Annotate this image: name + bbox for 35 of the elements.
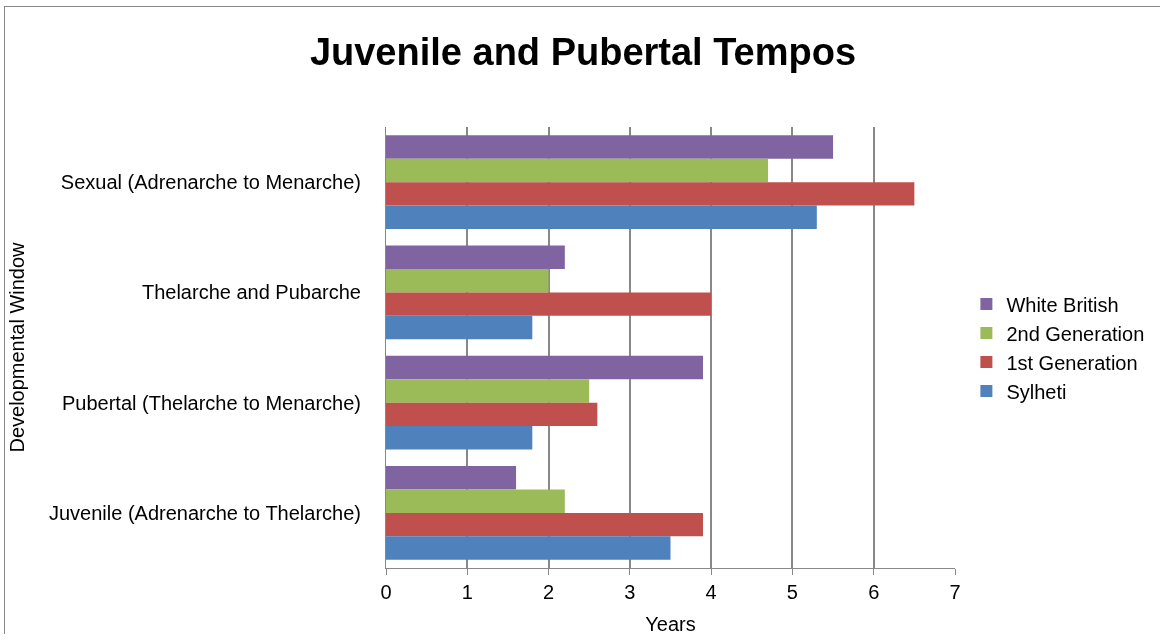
y-tick-label: Thelarche and Pubarche bbox=[141, 281, 361, 304]
x-tick-label: 4 bbox=[705, 581, 717, 603]
bar bbox=[386, 245, 565, 269]
bar bbox=[386, 536, 671, 560]
bar bbox=[386, 205, 817, 229]
y-axis-title: Developmental Window bbox=[6, 241, 29, 453]
y-tick-label: Pubertal (Thelarche to Menarche) bbox=[61, 391, 361, 414]
legend-label: White British bbox=[1006, 293, 1119, 316]
bar bbox=[386, 512, 704, 537]
bar bbox=[386, 355, 704, 380]
x-tick-label: 2 bbox=[543, 581, 555, 603]
bar bbox=[386, 466, 517, 490]
bar bbox=[386, 315, 533, 340]
bar bbox=[386, 489, 565, 513]
x-tick-label: 0 bbox=[380, 581, 392, 603]
bar bbox=[386, 182, 915, 206]
x-tick-label: 5 bbox=[786, 581, 798, 603]
y-tick-label: Juvenile (Adrenarche to Thelarche) bbox=[48, 501, 361, 524]
chart-title: Juvenile and Pubertal Tempos bbox=[309, 31, 857, 73]
bar bbox=[386, 292, 712, 316]
legend-label: 2nd Generation bbox=[1006, 322, 1145, 345]
x-tick-label: 6 bbox=[868, 581, 880, 603]
bar bbox=[386, 402, 598, 427]
legend-label: Sylheti bbox=[1006, 380, 1067, 403]
x-tick-label: 7 bbox=[949, 581, 961, 603]
legend-label: 1st Generation bbox=[1006, 351, 1138, 374]
x-axis-title: Years bbox=[645, 613, 696, 635]
bar bbox=[386, 426, 533, 450]
x-tick-label: 1 bbox=[461, 581, 473, 603]
bar bbox=[386, 135, 834, 159]
bar bbox=[386, 158, 769, 183]
x-tick-label: 3 bbox=[624, 581, 636, 603]
bar bbox=[386, 379, 590, 403]
bar bbox=[386, 268, 549, 293]
y-tick-label: Sexual (Adrenarche to Menarche) bbox=[60, 171, 361, 194]
